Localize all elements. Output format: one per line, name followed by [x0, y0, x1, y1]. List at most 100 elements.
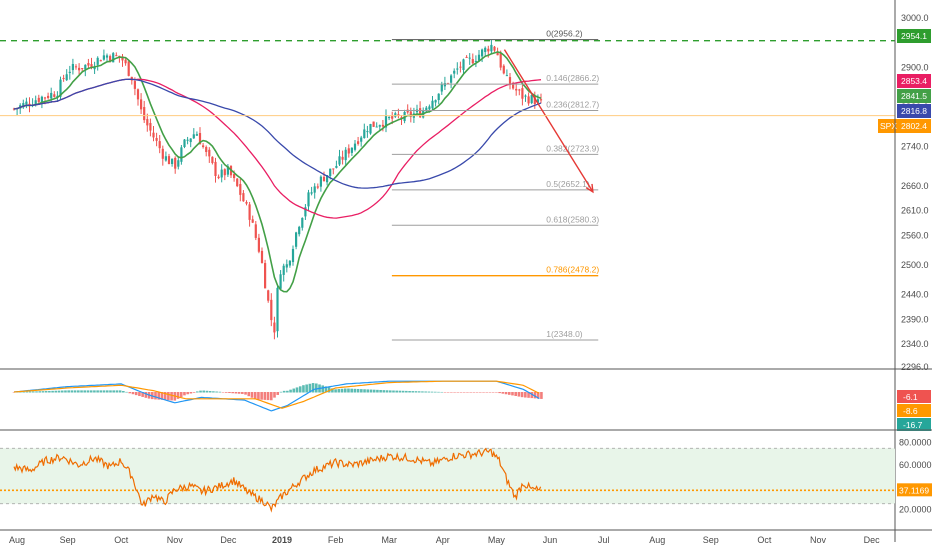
price-badge-3	[897, 104, 931, 118]
candle-body	[481, 49, 484, 57]
macd-histogram-bar	[520, 392, 524, 398]
candle-body	[242, 193, 245, 202]
candle-body	[437, 93, 440, 101]
time-tick-9: May	[488, 535, 506, 545]
candle-body	[164, 156, 167, 161]
macd-histogram-bar	[350, 388, 353, 393]
candle-body	[217, 176, 220, 179]
candle-body	[282, 265, 285, 275]
fib-label-3: 0.382(2723.9)	[546, 143, 599, 153]
candle-body	[81, 68, 84, 70]
candle-body	[471, 59, 474, 64]
macd-histogram-bar	[205, 390, 209, 393]
candle-body	[341, 156, 344, 160]
macd-histogram-bar	[517, 392, 521, 397]
price-badge-2	[897, 89, 931, 103]
candle-body	[381, 124, 384, 127]
candle-body	[257, 237, 260, 252]
macd-histogram-bar	[311, 383, 315, 393]
time-tick-5: 2019	[272, 535, 292, 545]
candle-body	[248, 204, 251, 220]
candle-body	[508, 77, 512, 85]
macd-histogram-bar	[64, 390, 67, 393]
price-tick-0: 3000.0	[901, 13, 929, 23]
candle-body	[220, 169, 223, 178]
macd-histogram-bar	[279, 391, 283, 393]
fib-label-7: 1(2348.0)	[546, 329, 583, 339]
rsi-axis: 80.0000 60.0000 37.1169 20.0000	[897, 438, 932, 514]
macd-histogram-bar	[218, 391, 222, 393]
candle-body	[74, 66, 78, 68]
candle-body	[539, 99, 543, 101]
macd-histogram-bar	[228, 392, 231, 393]
candle-body	[285, 264, 288, 268]
time-tick-8: Apr	[436, 535, 450, 545]
macd-histogram-bar	[31, 391, 35, 393]
macd-histogram-bar	[392, 390, 395, 393]
macd-histogram-bar	[347, 388, 350, 393]
candle-body	[68, 71, 71, 73]
candle-body	[65, 74, 68, 81]
price-tick-10: 2340.0	[901, 339, 929, 349]
macd-histogram-bar	[417, 391, 421, 393]
macd-histogram-bar	[540, 392, 543, 399]
rsi-pane[interactable]: 80.0000 60.0000 37.1169 20.0000	[0, 438, 932, 515]
candle-body	[536, 99, 539, 103]
macd-histogram-bar	[51, 390, 54, 393]
macd-pane[interactable]: -6.1 -8.6 -16.7	[12, 380, 931, 431]
macd-histogram-bar	[302, 385, 305, 393]
candle-body	[335, 165, 338, 168]
time-axis[interactable]: Aug Sep Oct Nov Dec 2019 Feb Mar Apr May Jun Jul Aug…	[0, 529, 932, 545]
candle-body	[167, 156, 171, 165]
macd-histogram-bar	[215, 391, 218, 393]
time-tick-15: Nov	[810, 535, 827, 545]
candle-body	[260, 250, 264, 263]
macd-histogram-bar	[427, 391, 431, 393]
macd-histogram-bar	[353, 388, 357, 393]
macd-histogram-bar	[514, 392, 517, 396]
price-tick-8: 2440.0	[901, 290, 929, 300]
macd-histogram-bar	[48, 390, 51, 393]
candle-body	[394, 113, 397, 117]
candlestick-layer	[12, 39, 543, 340]
candle-body	[127, 61, 130, 76]
fib-label-1: 0.146(2866.2)	[546, 73, 599, 83]
candle-body	[456, 68, 459, 70]
macd-histogram-bar	[176, 392, 180, 399]
rsi-tick-3: 20.0000	[899, 504, 932, 514]
time-tick-3: Nov	[167, 535, 184, 545]
macd-badge-text-2: -16.7	[903, 420, 923, 430]
macd-histogram-bar	[28, 391, 32, 393]
candle-body	[149, 122, 152, 131]
candle-body	[431, 100, 434, 109]
candle-body	[400, 117, 403, 119]
candle-body	[440, 84, 443, 92]
candle-body	[254, 224, 257, 238]
candle-body	[322, 176, 326, 182]
candle-body	[329, 168, 332, 176]
candle-body	[319, 176, 322, 187]
macd-histogram-bar	[450, 392, 453, 393]
candle-body	[90, 64, 93, 68]
price-tick-6: 2560.0	[901, 230, 929, 240]
price-axis[interactable]: 3000.02900.02820.02740.02660.02610.02560…	[901, 13, 929, 372]
candle-body	[226, 166, 229, 175]
macd-histogram-bar	[12, 392, 16, 393]
macd-histogram-bar	[524, 392, 527, 398]
macd-histogram-bar	[295, 387, 299, 393]
macd-histogram-bar	[469, 392, 472, 393]
macd-histogram-bar	[89, 390, 93, 393]
macd-histogram-bar	[60, 390, 64, 393]
macd-histogram-bar	[257, 392, 260, 400]
candle-body	[533, 96, 536, 104]
candle-body	[375, 126, 378, 128]
macd-histogram-bar	[179, 392, 183, 398]
candle-body	[96, 57, 99, 65]
macd-histogram-bar	[433, 391, 437, 393]
macd-histogram-bar	[202, 390, 206, 393]
fib-label-6: 0.786(2478.2)	[546, 265, 599, 275]
macd-histogram-bar	[250, 392, 254, 398]
macd-histogram-bar	[131, 392, 135, 395]
